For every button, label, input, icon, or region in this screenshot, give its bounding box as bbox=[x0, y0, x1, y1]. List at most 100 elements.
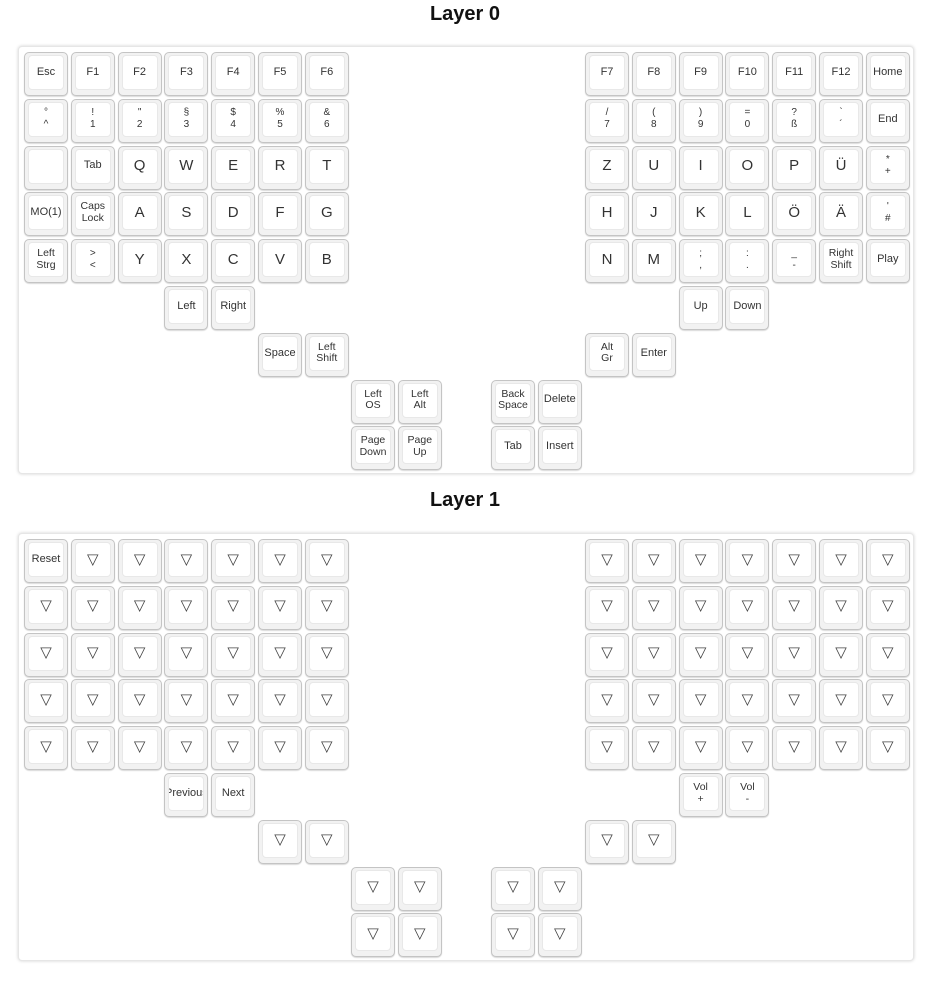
keycap: ▽ bbox=[308, 682, 345, 718]
key-legend: Space bbox=[498, 399, 528, 412]
key-legend: Lock bbox=[81, 211, 104, 224]
key-legend: V bbox=[274, 250, 285, 268]
keycap: ▽ bbox=[635, 822, 672, 858]
keycap: Play bbox=[869, 242, 906, 278]
transparent-key-icon: ▽ bbox=[414, 925, 426, 943]
key-legend: D bbox=[227, 204, 239, 222]
keycap: F3 bbox=[168, 55, 205, 90]
key-legend: ` bbox=[839, 107, 843, 119]
keycap: ▽ bbox=[168, 682, 205, 718]
keycap: Esc bbox=[28, 55, 64, 90]
transparent-key-icon: ▽ bbox=[133, 737, 146, 755]
keycap: Z bbox=[589, 148, 625, 184]
keycap: ▽ bbox=[262, 822, 298, 858]
key-transparent-r44: ▽ bbox=[772, 726, 817, 771]
key-caps-lock-l31: Caps Lock bbox=[70, 192, 115, 237]
keycap: ▽ bbox=[262, 542, 298, 577]
transparent-key-icon: ▽ bbox=[601, 737, 613, 755]
key-legend: ´ bbox=[839, 119, 843, 131]
key-legend: Alt bbox=[600, 340, 614, 353]
keycap: ▽ bbox=[262, 588, 298, 624]
key-transparent-r36: ▽ bbox=[865, 679, 910, 724]
keycap: ▽ bbox=[869, 682, 906, 718]
key-f10-r03: F10 bbox=[725, 52, 770, 96]
key-next-l54: Next bbox=[211, 773, 256, 817]
transparent-key-icon: ▽ bbox=[882, 644, 894, 662]
transparent-key-icon: ▽ bbox=[321, 597, 333, 615]
keycap: ▽ bbox=[262, 729, 298, 765]
key-legend: Right bbox=[220, 299, 247, 312]
keycap: ▽ bbox=[121, 588, 158, 624]
keycap: X bbox=[168, 242, 205, 278]
layer-0-keyboard: Esc F1 F2 F3 F4 F5 F6 ° ^! 1 " 2 § 3 $4% 5 & 6 Tab Q W E R T MO(… bbox=[18, 46, 914, 474]
key-u-r21: U bbox=[631, 145, 676, 190]
keycap: F2 bbox=[121, 55, 158, 90]
key-legend: Tab bbox=[504, 440, 522, 453]
key-legend: Space bbox=[264, 346, 296, 359]
keycap: Tab bbox=[74, 148, 111, 184]
key-j-r31: J bbox=[631, 192, 676, 237]
key-legend: Insert bbox=[546, 440, 574, 453]
keycap: Ü bbox=[823, 148, 859, 184]
key-9-r12: ) 9 bbox=[678, 98, 723, 143]
transparent-key-icon: ▽ bbox=[180, 691, 193, 709]
transparent-key-icon: ▽ bbox=[414, 878, 426, 896]
key-legend: Caps bbox=[80, 200, 106, 213]
key-transparent-s00: ▽ bbox=[585, 819, 629, 864]
transparent-key-icon: ▽ bbox=[274, 831, 286, 849]
keycap: ▽ bbox=[401, 916, 438, 952]
transparent-key-icon: ▽ bbox=[601, 550, 613, 568]
transparent-key-icon: ▽ bbox=[741, 691, 754, 709]
transparent-key-icon: ▽ bbox=[554, 925, 566, 943]
key-i-r22: I bbox=[678, 145, 723, 190]
key-f8-r01: F8 bbox=[631, 52, 676, 96]
transparent-key-icon: ▽ bbox=[227, 550, 239, 568]
key-legend: Ä bbox=[835, 204, 846, 222]
key-key-r43: :. bbox=[725, 239, 770, 284]
key-legend: Enter bbox=[640, 346, 667, 359]
key-legend: Page bbox=[360, 434, 386, 447]
key-transparent-r45: ▽ bbox=[819, 726, 863, 771]
key-transparent-l43: ▽ bbox=[164, 726, 209, 771]
keycap: ▽ bbox=[541, 869, 578, 905]
key-legend: Left bbox=[177, 299, 196, 312]
key-t-l26: T bbox=[304, 145, 349, 190]
key-f12-r05: F12 bbox=[819, 52, 863, 96]
key-transparent-l22: ▽ bbox=[117, 632, 162, 677]
keycap: T bbox=[308, 148, 345, 184]
key-legend: Previous bbox=[169, 786, 203, 799]
key-legend: Shift bbox=[830, 258, 852, 271]
key-legend: U bbox=[648, 157, 660, 175]
keycap: ▽ bbox=[776, 729, 813, 765]
keycap: ▽ bbox=[589, 682, 625, 718]
keycap: ▽ bbox=[215, 588, 252, 624]
keycap: ▽ bbox=[869, 542, 906, 577]
key-transparent-l41: ▽ bbox=[70, 726, 115, 771]
transparent-key-icon: ▽ bbox=[788, 691, 800, 709]
keycap: = 0 bbox=[729, 101, 766, 137]
keycap: ▽ bbox=[589, 822, 625, 858]
keycap: $4 bbox=[215, 101, 252, 137]
keycap: E bbox=[215, 148, 252, 184]
key-transparent-t01: ▽ bbox=[304, 819, 349, 864]
key-transparent-r03: ▽ bbox=[725, 539, 770, 583]
key-legend: F7 bbox=[600, 65, 614, 78]
keycap: S bbox=[168, 195, 205, 231]
transparent-key-icon: ▽ bbox=[227, 644, 239, 662]
key-transparent-l40: ▽ bbox=[24, 726, 68, 771]
key-f9-r02: F9 bbox=[678, 52, 723, 96]
keycap: Tab bbox=[495, 429, 531, 465]
key-transparent-l11: ▽ bbox=[70, 585, 115, 630]
keycap: MO(1) bbox=[28, 195, 64, 231]
key-legend: 4 bbox=[230, 119, 236, 131]
key-legend: ß bbox=[791, 119, 798, 131]
keycap: ▽ bbox=[215, 729, 252, 765]
key-8-r11: (8 bbox=[631, 98, 676, 143]
keycap: K bbox=[682, 195, 719, 231]
key-v-l45: V bbox=[258, 239, 302, 284]
key-play-r46: Play bbox=[865, 239, 910, 284]
layer-1-keyboard: Reset ▽ ▽ ▽ ▽ ▽ ▽ ▽ ▽ ▽ ▽ ▽ ▽ ▽ ▽ ▽ ▽ ▽ ▽ ▽ ▽ ▽ ▽ ▽ ▽ ▽ ▽ ▽ ▽ ▽ ▽ ▽ ▽ ▽ ▽ P… bbox=[18, 533, 914, 961]
key-transparent-l25: ▽ bbox=[258, 632, 302, 677]
key-legend: F4 bbox=[226, 65, 240, 78]
key-page-up-t21: Page Up bbox=[397, 426, 442, 471]
